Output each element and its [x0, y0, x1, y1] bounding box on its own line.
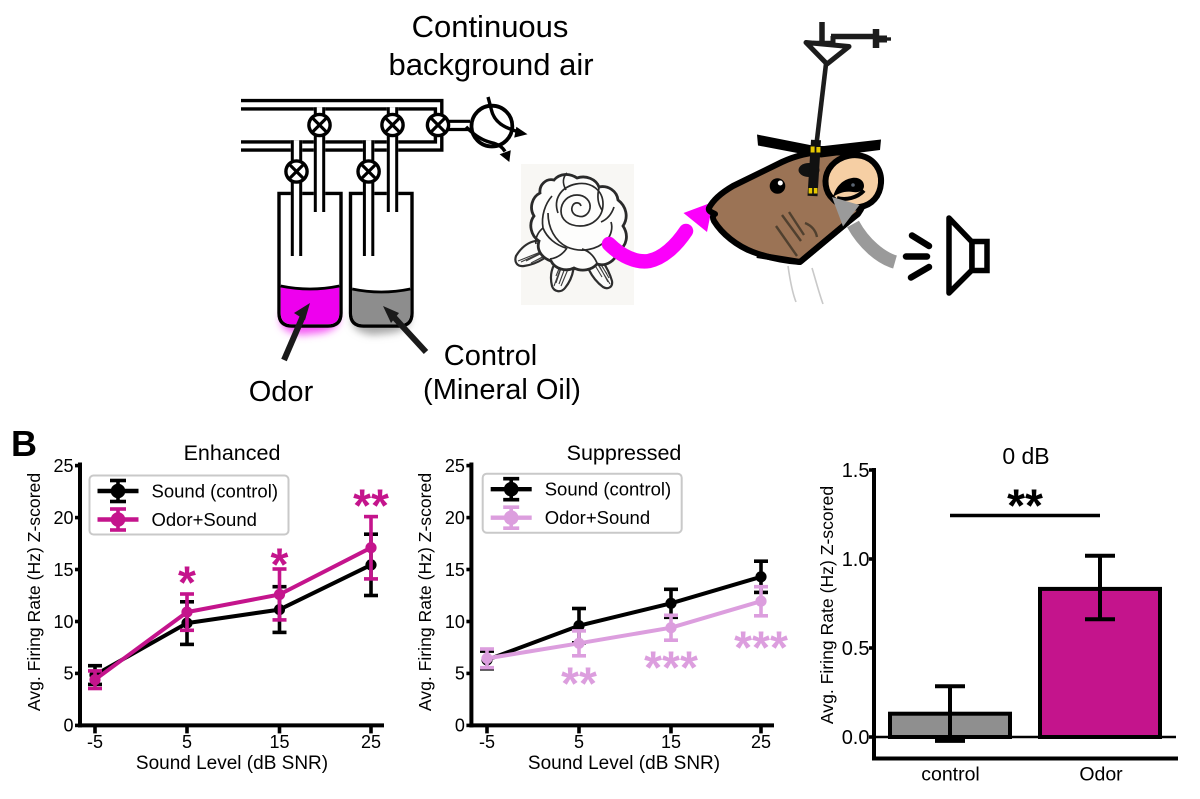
svg-text:1.0: 1.0 — [842, 549, 870, 571]
svg-text:background air: background air — [388, 47, 593, 82]
svg-text:Odor: Odor — [249, 376, 314, 408]
svg-text:25: 25 — [445, 456, 465, 476]
svg-text:5: 5 — [574, 732, 584, 752]
svg-text:**: ** — [353, 480, 389, 532]
svg-text:Sound Level (dB SNR): Sound Level (dB SNR) — [136, 753, 328, 774]
svg-text:**: ** — [561, 658, 597, 710]
svg-text:0.5: 0.5 — [842, 638, 870, 660]
svg-text:15: 15 — [445, 560, 465, 580]
svg-text:Avg. Firing Rate (Hz) Z-scored: Avg. Firing Rate (Hz) Z-scored — [817, 486, 837, 724]
svg-text:1.5: 1.5 — [842, 460, 870, 482]
svg-text:**: ** — [1007, 480, 1043, 532]
svg-text:15: 15 — [53, 560, 73, 580]
svg-text:20: 20 — [53, 508, 73, 528]
svg-text:Suppressed: Suppressed — [567, 441, 682, 465]
svg-text:Avg. Firing Rate (Hz) Z-scored: Avg. Firing Rate (Hz) Z-scored — [415, 473, 435, 711]
svg-text:*: * — [178, 557, 196, 609]
svg-text:-5: -5 — [87, 732, 103, 752]
svg-text:Control: Control — [444, 340, 538, 372]
svg-text:Odor: Odor — [1079, 764, 1123, 786]
svg-text:15: 15 — [661, 732, 681, 752]
svg-text:Odor+Sound: Odor+Sound — [545, 507, 650, 528]
svg-text:*: * — [271, 539, 289, 591]
svg-text:Continuous: Continuous — [412, 9, 569, 44]
svg-text:25: 25 — [361, 732, 381, 752]
svg-text:-5: -5 — [479, 732, 495, 752]
svg-text:control: control — [921, 764, 980, 786]
svg-text:(Mineral Oil): (Mineral Oil) — [423, 374, 581, 406]
svg-text:5: 5 — [182, 732, 192, 752]
svg-text:Sound (control): Sound (control) — [152, 481, 278, 502]
svg-text:0 dB: 0 dB — [1002, 443, 1049, 469]
svg-text:0: 0 — [63, 716, 73, 736]
svg-text:B: B — [11, 423, 37, 464]
svg-text:Enhanced: Enhanced — [184, 441, 281, 465]
svg-text:Avg. Firing Rate (Hz) Z-scored: Avg. Firing Rate (Hz) Z-scored — [24, 473, 44, 711]
svg-text:15: 15 — [269, 732, 289, 752]
svg-text:Sound Level (dB SNR): Sound Level (dB SNR) — [528, 753, 720, 774]
svg-text:0: 0 — [455, 716, 465, 736]
svg-text:***: *** — [644, 642, 698, 694]
svg-text:20: 20 — [445, 508, 465, 528]
svg-text:0.0: 0.0 — [842, 727, 870, 749]
svg-text:10: 10 — [53, 612, 73, 632]
svg-text:Sound (control): Sound (control) — [545, 479, 671, 500]
svg-text:25: 25 — [751, 732, 771, 752]
svg-text:10: 10 — [445, 612, 465, 632]
svg-text:25: 25 — [53, 456, 73, 476]
svg-text:5: 5 — [455, 664, 465, 684]
svg-text:***: *** — [734, 622, 788, 674]
svg-text:Odor+Sound: Odor+Sound — [152, 509, 257, 530]
svg-text:5: 5 — [63, 664, 73, 684]
